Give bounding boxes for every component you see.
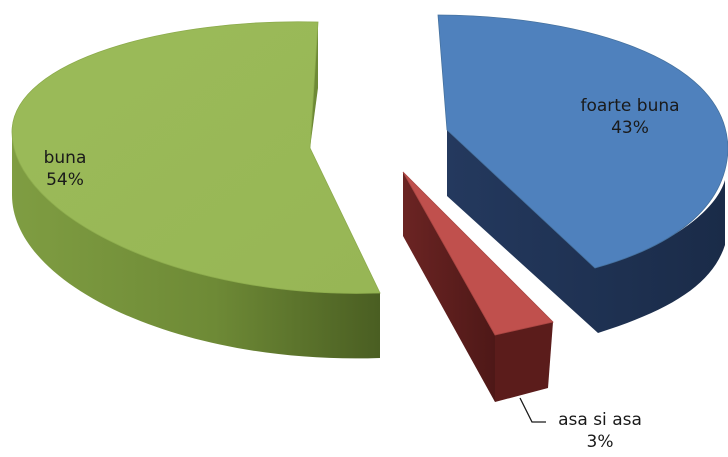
pie-slice-asa-si-asa-side [403,172,495,402]
data-label-asa-si-asa-name: asa si asa [558,410,642,430]
pie-slice-buna [11,21,381,359]
pie-slice-asa-si-asa-top [402,171,554,336]
data-label-asa-si-asa-value: 3% [586,432,614,452]
data-label-buna: buna 54% [30,147,100,191]
pie-slice-foarte-buna [437,14,728,333]
pie-slice-foarte-buna-side [447,130,725,333]
pie-slice-buna-top [11,21,381,294]
data-label-buna-value: 54% [46,170,84,190]
data-label-buna-name: buna [43,148,87,168]
pie-slice-foarte-buna-top [437,14,728,269]
data-label-foarte-buna-name: foarte buna [580,96,680,116]
pie-slice-buna-side [12,132,380,359]
pie-slice-asa-si-asa-front [495,322,553,402]
data-label-foarte-buna-value: 43% [611,118,649,138]
data-label-foarte-buna: foarte buna 43% [566,95,694,139]
pie-slice-asa-si-asa [402,171,554,402]
leader-line-asa-si-asa [519,397,546,423]
data-label-asa-si-asa: asa si asa 3% [543,409,657,453]
